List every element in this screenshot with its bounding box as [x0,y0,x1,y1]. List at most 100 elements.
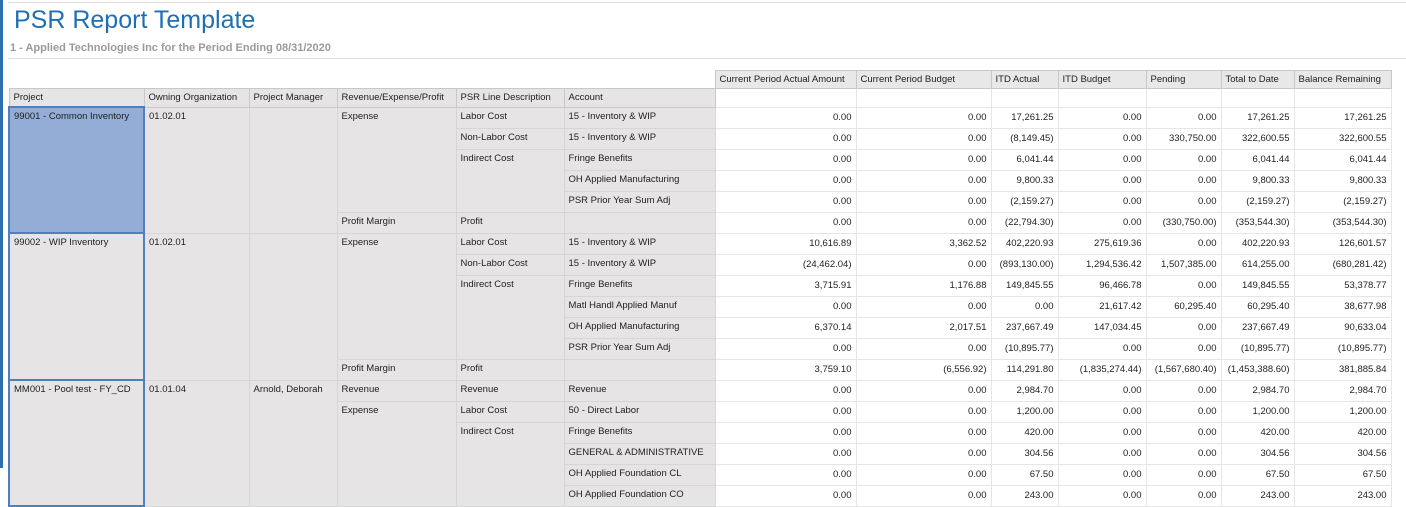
project-manager-cell[interactable] [248,232,338,381]
value-cell[interactable]: 330,750.00 [1145,127,1222,150]
value-cell[interactable]: 304.56 [990,442,1059,465]
value-cell[interactable]: 114,291.80 [990,358,1059,381]
value-cell[interactable]: 0.00 [1145,106,1222,129]
value-cell[interactable]: 67.50 [1220,463,1295,486]
value-cell[interactable]: 147,034.45 [1057,316,1147,339]
project-cell[interactable]: MM001 - Pool test - FY_CD [8,379,145,507]
psr-line-cell[interactable]: Non-Labor Cost [455,127,565,150]
value-cell[interactable]: 0.00 [1145,232,1222,255]
value-cell[interactable]: (330,750.00) [1145,211,1222,234]
value-cell[interactable]: 0.00 [714,337,857,360]
account-cell[interactable]: GENERAL & ADMINISTRATIVE [563,442,716,465]
value-cell[interactable]: 420.00 [1220,421,1295,444]
value-cell[interactable]: 6,041.44 [1293,148,1392,171]
psr-line-cell[interactable]: Indirect Cost [455,421,565,507]
value-cell[interactable]: 402,220.93 [1220,232,1295,255]
value-cell[interactable]: 17,261.25 [990,106,1059,129]
value-cell[interactable]: 0.00 [1145,463,1222,486]
value-cell[interactable]: 0.00 [1057,442,1147,465]
value-cell[interactable]: 304.56 [1220,442,1295,465]
value-cell[interactable]: 0.00 [1057,484,1147,507]
value-cell[interactable]: 10,616.89 [714,232,857,255]
value-cell[interactable]: 9,800.33 [1220,169,1295,192]
value-cell[interactable]: 614,255.00 [1220,253,1295,276]
value-cell[interactable]: 53,378.77 [1293,274,1392,297]
value-cell[interactable]: 0.00 [1057,190,1147,213]
psr-line-cell[interactable]: Labor Cost [455,400,565,423]
value-cell[interactable]: 0.00 [1145,316,1222,339]
account-cell[interactable]: 50 - Direct Labor [563,400,716,423]
value-cell[interactable]: 420.00 [990,421,1059,444]
value-cell[interactable]: 304.56 [1293,442,1392,465]
value-cell[interactable]: 0.00 [855,379,992,402]
project-cell[interactable]: 99002 - WIP Inventory [8,232,145,381]
psr-line-cell[interactable]: Revenue [455,379,565,402]
value-cell[interactable]: 0.00 [1057,463,1147,486]
value-cell[interactable]: 149,845.55 [1220,274,1295,297]
value-cell[interactable]: 0.00 [855,169,992,192]
value-cell[interactable]: 60,295.40 [1145,295,1222,318]
value-cell[interactable]: 0.00 [855,127,992,150]
value-cell[interactable]: 0.00 [1145,484,1222,507]
value-cell[interactable]: 275,619.36 [1057,232,1147,255]
value-cell[interactable]: 1,176.88 [855,274,992,297]
value-cell[interactable]: 0.00 [714,190,857,213]
owning-org-cell[interactable]: 01.01.04 [143,379,250,507]
value-cell[interactable]: (10,895.77) [990,337,1059,360]
account-cell[interactable] [563,211,716,234]
account-cell[interactable]: Matl Handl Applied Manuf [563,295,716,318]
value-cell[interactable]: 126,601.57 [1293,232,1392,255]
value-cell[interactable]: 420.00 [1293,421,1392,444]
project-cell[interactable]: 99001 - Common Inventory [8,106,145,234]
value-cell[interactable]: (353,544.30) [1293,211,1392,234]
category-cell[interactable]: Revenue [336,379,457,402]
value-cell[interactable]: 0.00 [855,442,992,465]
value-cell[interactable]: 21,617.42 [1057,295,1147,318]
value-cell[interactable]: (6,556.92) [855,358,992,381]
value-cell[interactable]: 38,677.98 [1293,295,1392,318]
value-cell[interactable]: 9,800.33 [1293,169,1392,192]
account-cell[interactable]: OH Applied Foundation CL [563,463,716,486]
column-header[interactable]: Current Period Actual Amount [714,70,857,89]
value-cell[interactable]: 402,220.93 [990,232,1059,255]
value-cell[interactable]: 0.00 [855,295,992,318]
category-cell[interactable]: Profit Margin [336,358,457,381]
value-cell[interactable]: 0.00 [855,148,992,171]
account-cell[interactable]: OH Applied Foundation CO [563,484,716,507]
value-cell[interactable]: (24,462.04) [714,253,857,276]
value-cell[interactable]: 0.00 [855,106,992,129]
value-cell[interactable]: 6,370.14 [714,316,857,339]
value-cell[interactable]: 149,845.55 [990,274,1059,297]
value-cell[interactable]: 1,200.00 [1293,400,1392,423]
value-cell[interactable]: 237,667.49 [1220,316,1295,339]
value-cell[interactable]: 0.00 [714,421,857,444]
value-cell[interactable]: 2,984.70 [1220,379,1295,402]
value-cell[interactable]: 67.50 [990,463,1059,486]
psr-line-cell[interactable]: Indirect Cost [455,274,565,360]
value-cell[interactable]: 0.00 [1145,421,1222,444]
column-header[interactable]: ITD Budget [1057,70,1147,89]
value-cell[interactable]: (1,835,274.44) [1057,358,1147,381]
value-cell[interactable]: 17,261.25 [1220,106,1295,129]
value-cell[interactable]: 1,294,536.42 [1057,253,1147,276]
value-cell[interactable]: 0.00 [1057,421,1147,444]
account-cell[interactable]: Fringe Benefits [563,421,716,444]
value-cell[interactable]: 322,600.55 [1293,127,1392,150]
value-cell[interactable]: 3,362.52 [855,232,992,255]
value-cell[interactable]: 1,507,385.00 [1145,253,1222,276]
value-cell[interactable]: 3,759.10 [714,358,857,381]
value-cell[interactable]: 243.00 [1220,484,1295,507]
value-cell[interactable]: 0.00 [1057,106,1147,129]
column-header[interactable]: Pending [1145,70,1222,89]
value-cell[interactable]: 9,800.33 [990,169,1059,192]
value-cell[interactable]: 0.00 [714,463,857,486]
value-cell[interactable]: 60,295.40 [1220,295,1295,318]
value-cell[interactable]: 0.00 [1145,274,1222,297]
value-cell[interactable]: (680,281.42) [1293,253,1392,276]
psr-line-cell[interactable]: Profit [455,211,565,234]
column-header[interactable]: Project [8,88,145,108]
column-header[interactable]: Revenue/Expense/Profit [336,88,457,108]
column-header[interactable]: Balance Remaining [1293,70,1392,89]
value-cell[interactable]: (22,794.30) [990,211,1059,234]
category-cell[interactable]: Expense [336,106,457,213]
